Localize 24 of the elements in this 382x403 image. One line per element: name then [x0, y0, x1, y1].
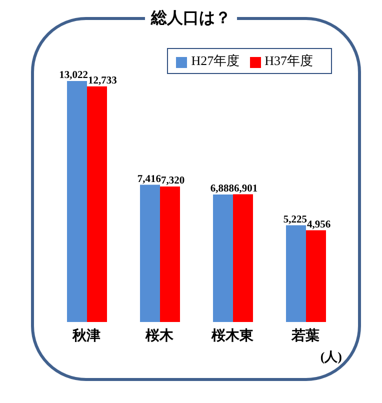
bar: [213, 194, 233, 322]
data-label: 4,956: [307, 219, 331, 230]
data-label: 5,225: [283, 214, 307, 226]
data-label: 12,733: [88, 75, 117, 86]
legend-label: H37年度: [264, 53, 313, 68]
bar: [67, 81, 87, 322]
data-label: 7,320: [161, 176, 185, 187]
bar: [160, 186, 180, 322]
x-tick-label: 若葉: [290, 328, 320, 344]
bar: [286, 225, 306, 322]
bar: [87, 86, 107, 322]
legend-label: H27年度: [191, 53, 240, 68]
data-label: 6,901: [234, 183, 258, 194]
x-tick-label: 桜木: [144, 328, 174, 344]
bar: [140, 184, 160, 322]
x-tick-label: 秋津: [72, 328, 100, 344]
text: (人): [320, 348, 342, 366]
data-label: 13,022: [59, 70, 88, 81]
data-label: 6,888: [210, 184, 234, 195]
data-label: 7,416: [137, 174, 161, 185]
bar: [306, 230, 326, 322]
bar: [233, 194, 253, 322]
x-tick-label: 桜木東: [210, 328, 254, 344]
chart-title: 総人口は？: [145, 8, 237, 27]
